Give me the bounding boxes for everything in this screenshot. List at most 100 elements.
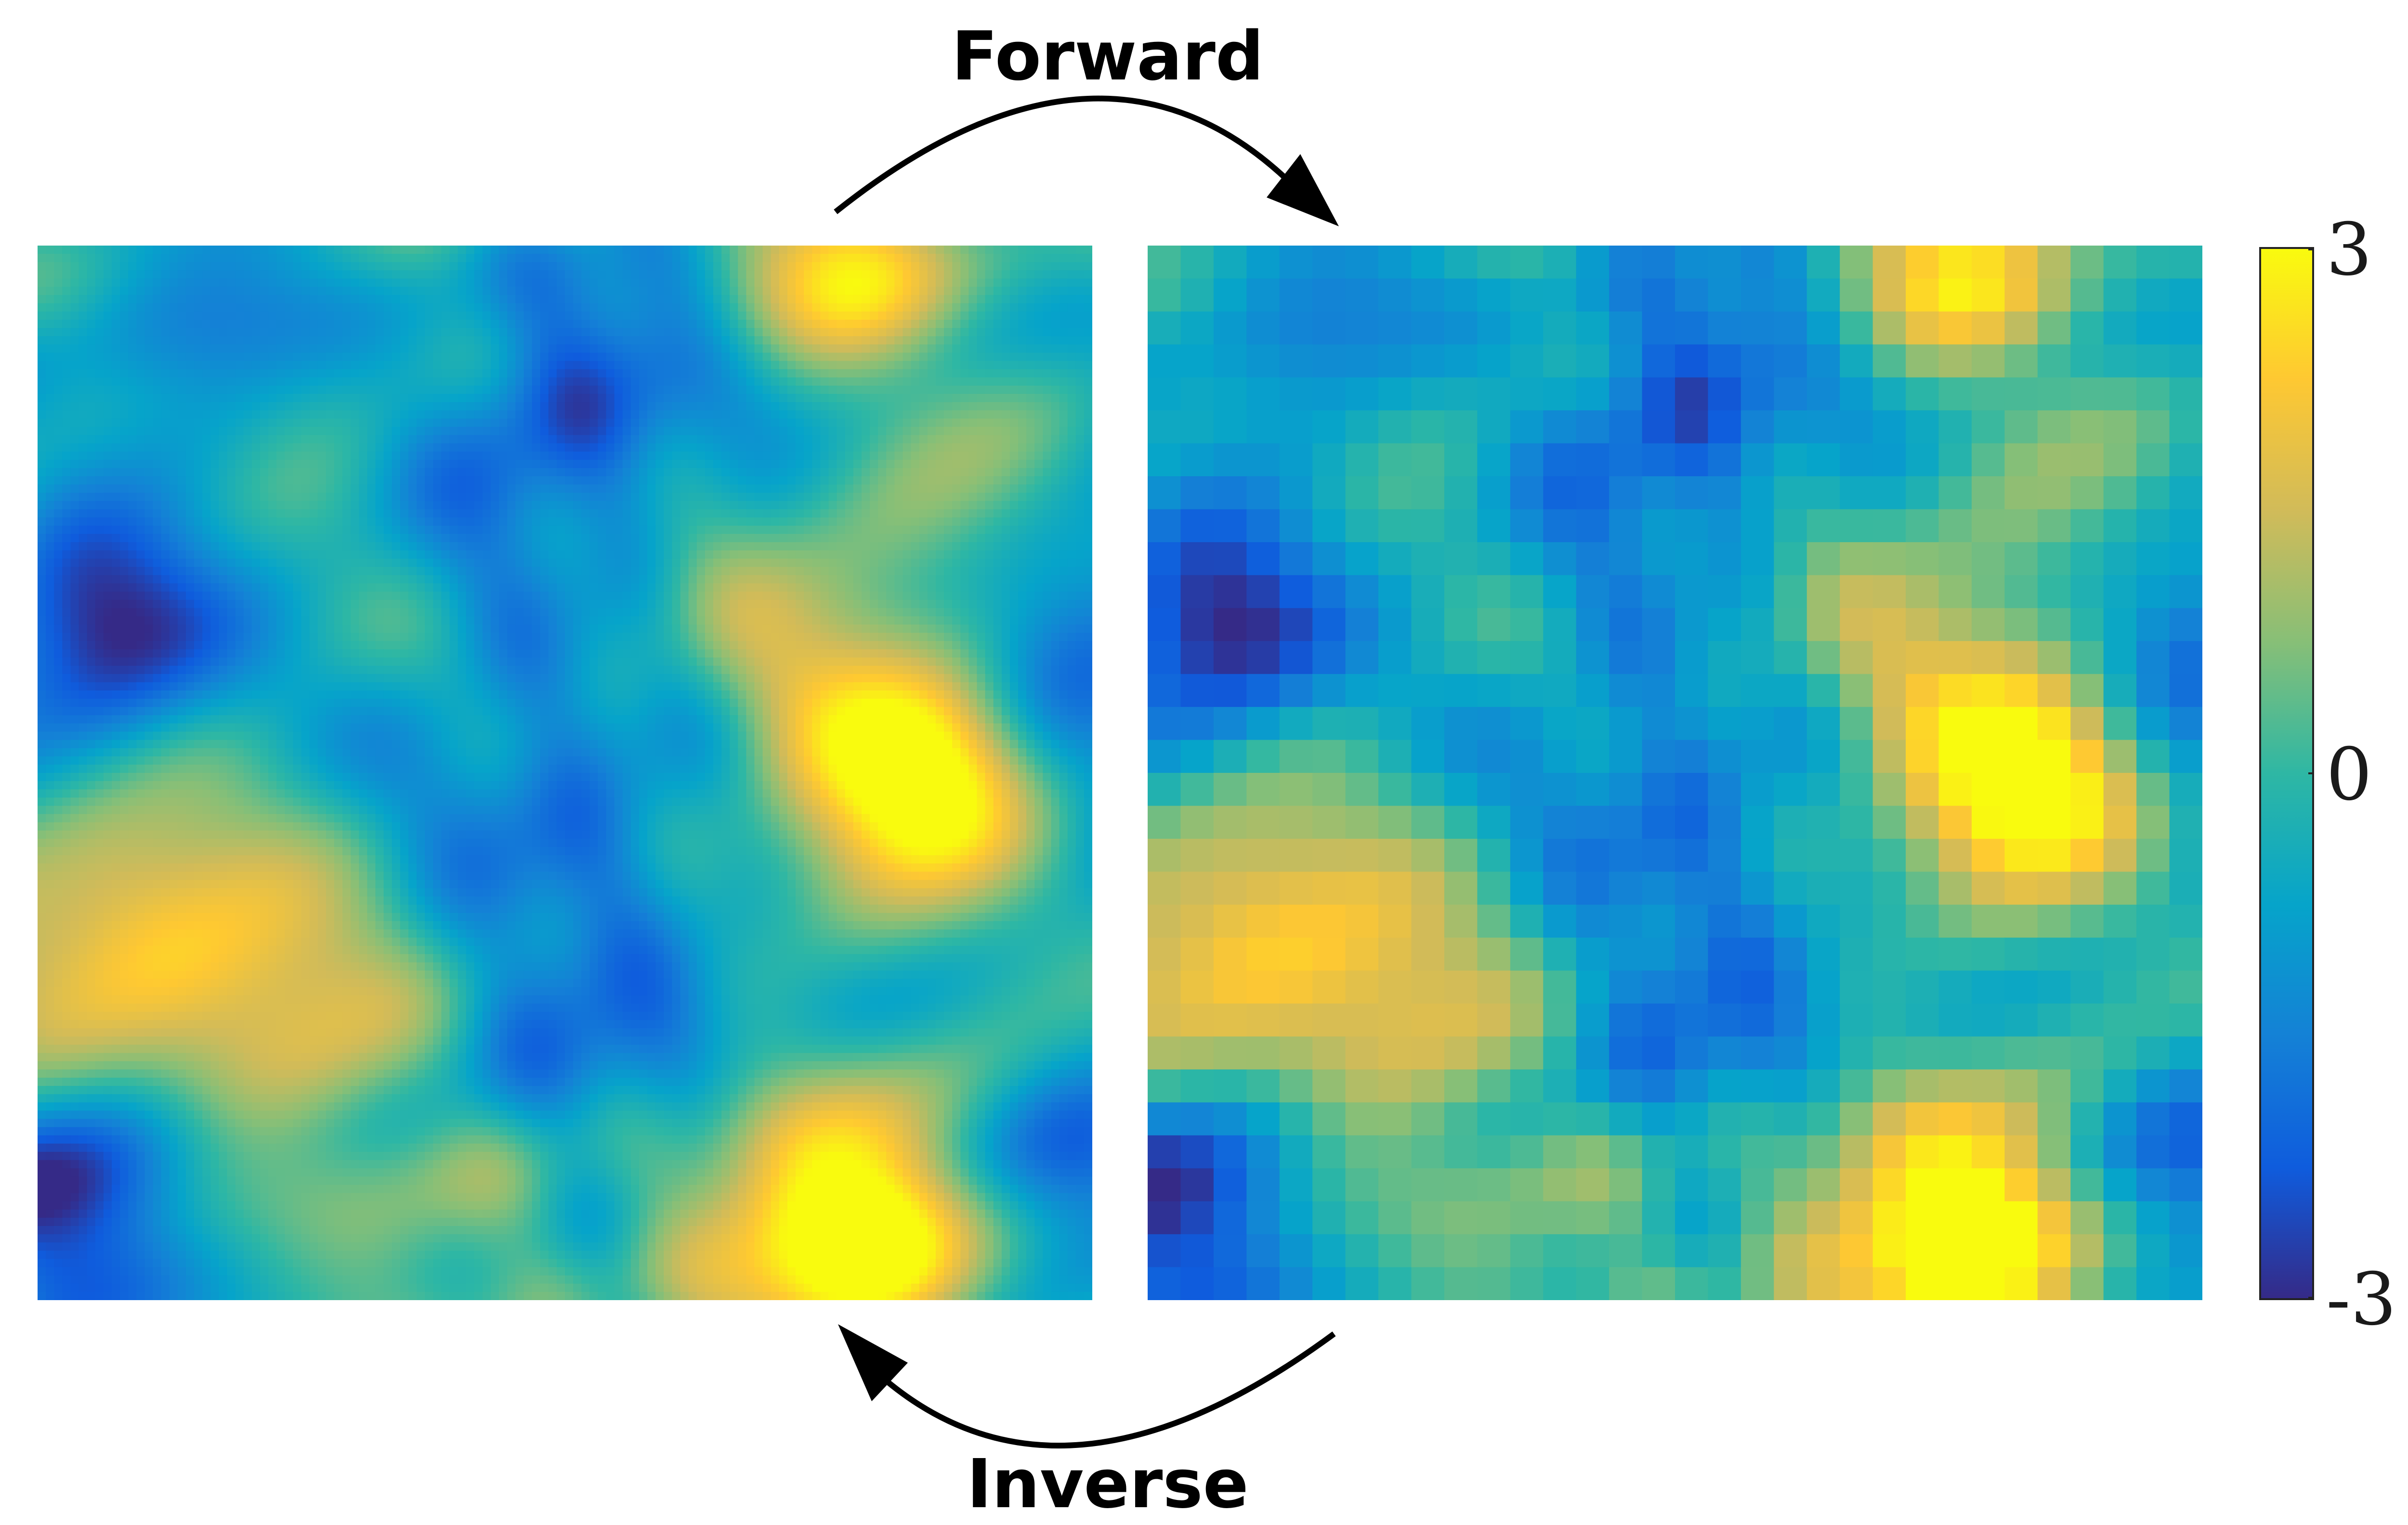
field-cell (787, 443, 796, 452)
field-cell (705, 393, 714, 403)
field-cell (977, 435, 986, 444)
field-cell (515, 542, 524, 551)
field-cell (861, 451, 870, 460)
field-cell (1075, 344, 1085, 353)
field-cell (491, 328, 499, 337)
field-cell (326, 443, 335, 452)
field-cell (367, 501, 376, 510)
field-cell (433, 402, 442, 411)
field-cell (614, 385, 623, 394)
field-cell (507, 328, 516, 337)
field-cell (771, 278, 780, 287)
field-cell (62, 311, 71, 320)
field-cell (161, 262, 170, 271)
field-cell (664, 377, 673, 386)
field-cell (120, 303, 129, 312)
field-cell (1034, 295, 1044, 304)
field-cell (458, 517, 467, 526)
field-cell (1075, 542, 1085, 551)
field-cell (251, 493, 261, 502)
field-cell (705, 361, 714, 370)
field-cell (243, 295, 252, 304)
field-cell (219, 435, 228, 444)
field-cell (219, 534, 228, 543)
field-cell (367, 377, 376, 386)
field-cell (268, 517, 277, 526)
field-cell (977, 295, 986, 304)
field-cell (779, 336, 788, 345)
field-cell (1043, 509, 1052, 518)
field-cell (565, 402, 574, 411)
field-cell (853, 427, 862, 436)
field-cell (235, 542, 244, 551)
field-cell (598, 509, 607, 518)
field-cell (515, 534, 524, 543)
field-cell (54, 344, 63, 353)
field-cell (235, 344, 244, 353)
field-cell (243, 344, 252, 353)
field-cell (161, 484, 170, 494)
field-cell (878, 278, 887, 287)
field-cell (301, 393, 310, 403)
field-cell (425, 418, 434, 428)
field-cell (408, 254, 417, 263)
field-cell (630, 262, 640, 271)
field-cell (622, 377, 631, 386)
field-cell (210, 319, 220, 328)
field-cell (169, 393, 178, 403)
field-cell (194, 287, 203, 296)
field-cell (589, 311, 599, 320)
field-cell (317, 278, 327, 287)
field-cell (746, 393, 755, 403)
field-cell (762, 328, 772, 337)
field-cell (235, 501, 244, 510)
field-cell (62, 369, 71, 378)
field-cell (351, 509, 360, 518)
field-cell (1001, 361, 1010, 370)
field-cell (499, 525, 508, 534)
field-cell (1009, 311, 1019, 320)
field-cell (285, 542, 294, 551)
field-cell (417, 525, 425, 534)
field-cell (598, 319, 607, 328)
field-cell (103, 278, 112, 287)
field-cell (672, 418, 681, 428)
field-cell (630, 393, 640, 403)
field-cell (812, 525, 821, 534)
field-cell (169, 427, 178, 436)
field-cell (177, 287, 186, 296)
field-cell (161, 418, 170, 428)
field-cell (556, 295, 565, 304)
field-cell (622, 534, 631, 543)
field-cell (680, 517, 689, 526)
field-cell (870, 451, 878, 460)
field-cell (935, 542, 944, 551)
field-cell (672, 559, 681, 568)
field-cell (120, 402, 129, 411)
field-cell (317, 287, 327, 296)
field-cell (334, 278, 343, 287)
field-cell (417, 559, 425, 568)
field-cell (128, 278, 137, 287)
field-cell (985, 418, 994, 428)
field-cell (581, 385, 590, 394)
field-cell (812, 377, 821, 386)
field-cell (136, 501, 145, 510)
field-cell (664, 559, 673, 568)
field-cell (721, 550, 730, 559)
field-cell (219, 369, 228, 378)
field-cell (317, 451, 327, 460)
field-cell (721, 369, 730, 378)
field-cell (812, 435, 821, 444)
field-cell (664, 278, 673, 287)
field-cell (449, 509, 458, 518)
field-cell (400, 410, 409, 419)
field-cell (968, 459, 978, 469)
field-cell (268, 393, 277, 403)
field-cell (309, 287, 318, 296)
field-cell (334, 270, 343, 279)
field-cell (177, 517, 186, 526)
field-cell (507, 336, 516, 345)
field-cell (870, 328, 878, 337)
field-cell (911, 402, 920, 411)
